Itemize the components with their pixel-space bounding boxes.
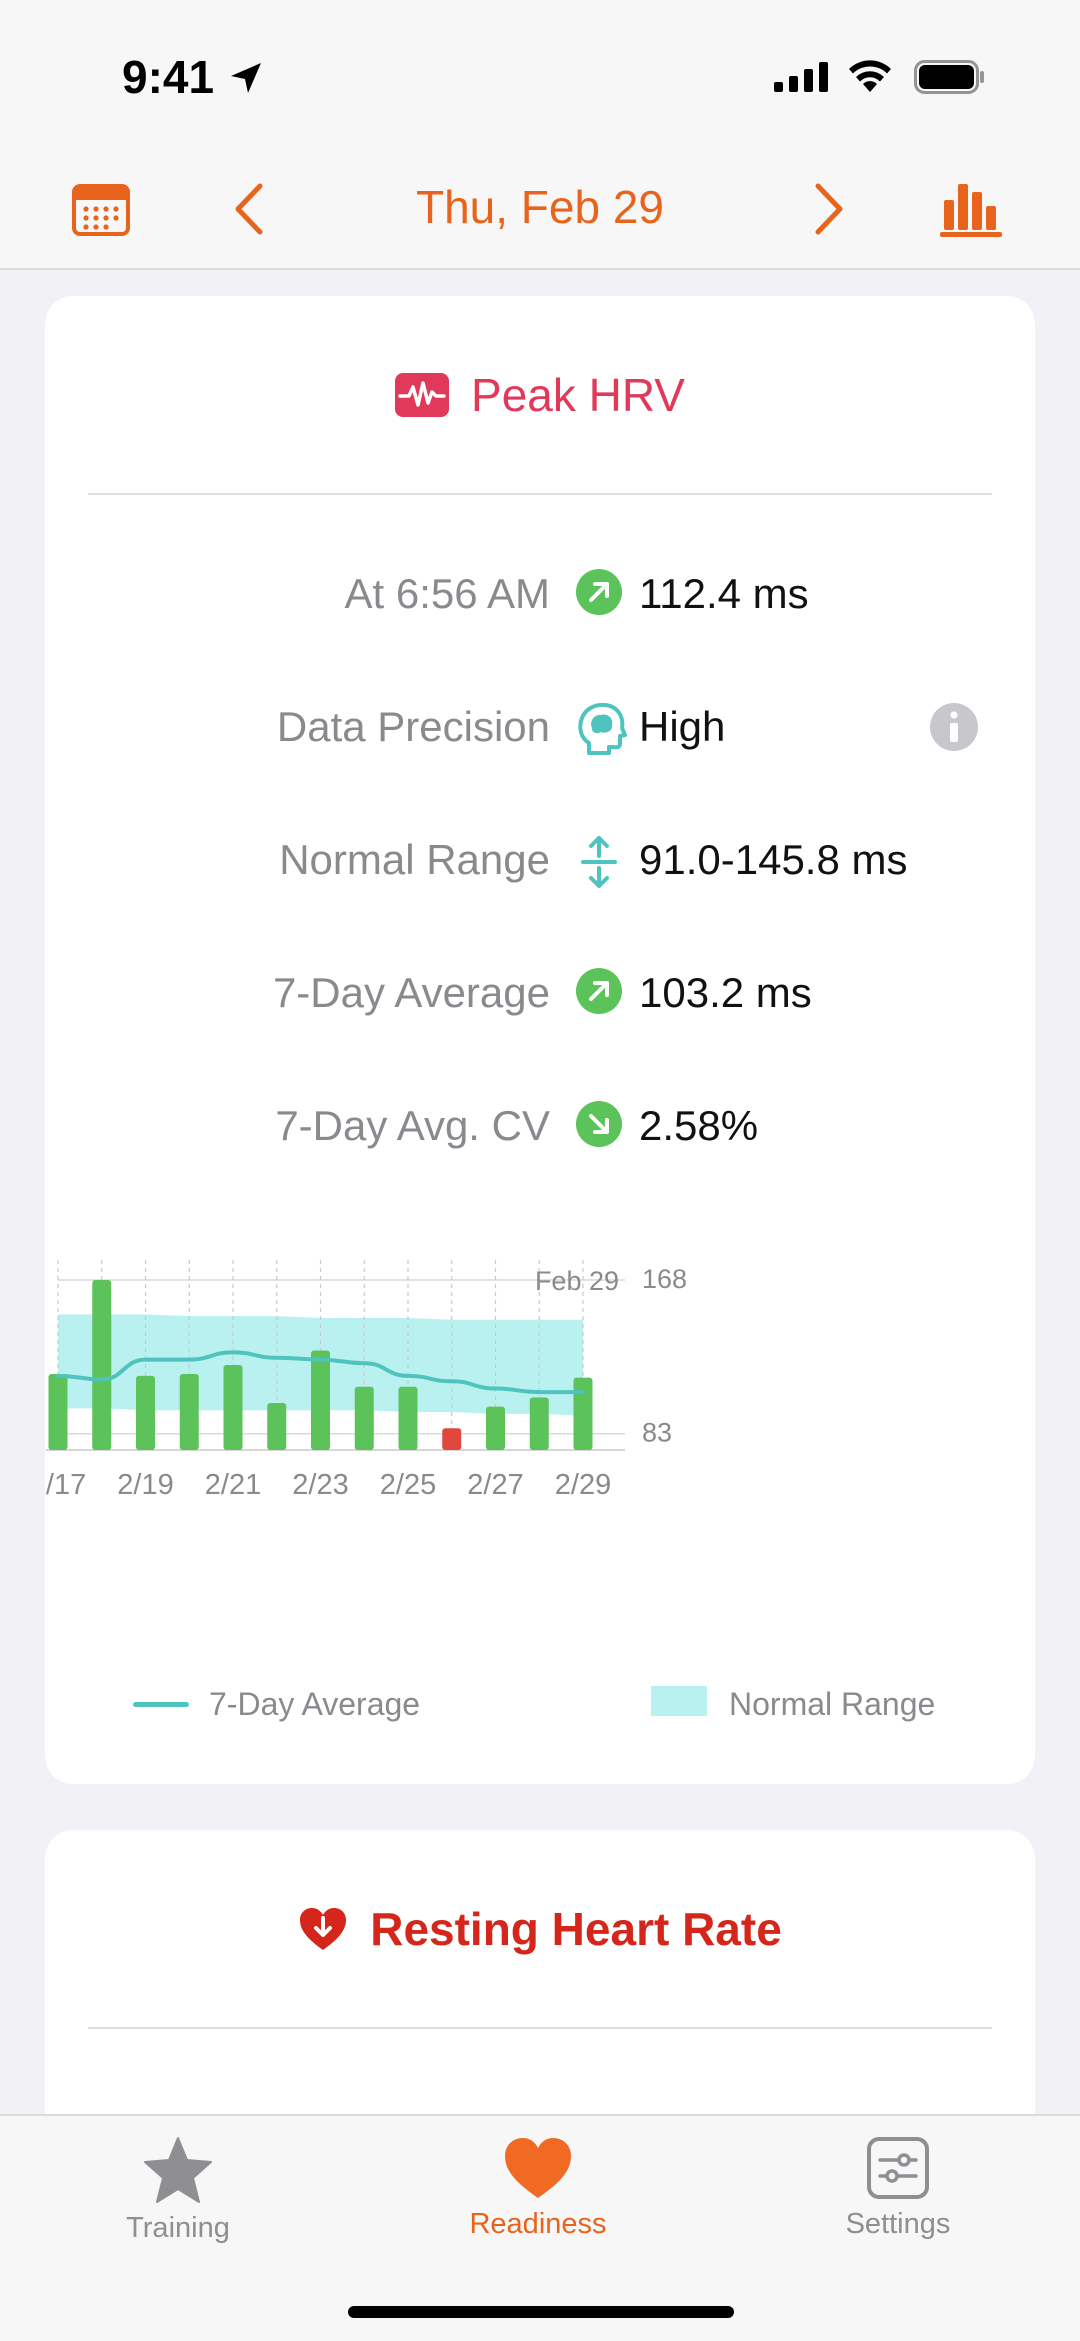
x-tick-label: 2/23 xyxy=(292,1469,348,1501)
metric-value: 112.4 ms xyxy=(639,570,809,617)
bar-chart-icon[interactable] xyxy=(940,178,1004,238)
heart-rate-waveform-icon xyxy=(395,373,450,417)
tab-readiness[interactable]: Readiness xyxy=(418,2130,658,2250)
hrv-bar xyxy=(442,1428,462,1450)
arrow-up-right-icon xyxy=(576,569,622,615)
hrv-bar xyxy=(354,1386,374,1450)
x-tick-label: 2/19 xyxy=(117,1469,173,1501)
peak-hrv-card: Peak HRV At 6:56 AM 112.4 ms Data Precis… xyxy=(45,296,1035,1784)
hrv-bar xyxy=(48,1374,68,1450)
arrow-up-right-icon xyxy=(576,968,622,1014)
next-day-chevron-icon[interactable] xyxy=(808,182,848,236)
previous-day-chevron-icon[interactable] xyxy=(230,182,270,236)
status-time: 9:41 xyxy=(122,51,215,103)
expand-vertical-icon xyxy=(581,836,617,888)
legend-range-label: Normal Range xyxy=(729,1686,936,1722)
hrv-bar xyxy=(92,1280,112,1450)
status-bar: 9:41 xyxy=(0,0,1080,150)
x-tick-label: 2/21 xyxy=(205,1469,261,1501)
metric-row-peak-time: At 6:56 AM 112.4 ms xyxy=(45,556,1035,636)
metric-row-7-day-avg-cv: 7-Day Avg. CV 2.58% xyxy=(45,1088,1035,1168)
x-tick-label: 2/25 xyxy=(380,1469,436,1501)
metric-value: 2.58% xyxy=(639,1102,759,1149)
x-tick-label: 2/29 xyxy=(555,1469,611,1501)
divider xyxy=(88,2027,992,2029)
card-title: Resting Heart Rate xyxy=(370,1903,782,1955)
metric-label: 7-Day Average xyxy=(272,969,550,1016)
hrv-bar xyxy=(529,1397,549,1450)
card-header: Resting Heart Rate xyxy=(45,1830,1035,2028)
heart-down-arrow-icon xyxy=(300,1908,347,1950)
legend-average-label: 7-Day Average xyxy=(209,1686,421,1722)
hrv-bar xyxy=(486,1406,505,1450)
metric-label: Data Precision xyxy=(276,703,550,750)
metric-row-normal-range: Normal Range 91.0-145.8 ms xyxy=(45,822,1035,902)
metric-value: High xyxy=(639,703,726,750)
hrv-bar xyxy=(311,1350,330,1450)
arrow-down-right-icon xyxy=(576,1101,622,1147)
selected-date-label: Feb 29 xyxy=(535,1266,619,1296)
metric-label: Normal Range xyxy=(279,836,550,883)
hrv-bar xyxy=(573,1377,593,1450)
info-icon[interactable] xyxy=(928,701,980,753)
tab-label: Readiness xyxy=(469,2208,607,2240)
hrv-bar xyxy=(223,1365,243,1450)
legend-range-swatch xyxy=(651,1686,707,1716)
home-indicator xyxy=(348,2306,734,2318)
metric-label: 7-Day Avg. CV xyxy=(275,1102,550,1149)
card-header: Peak HRV xyxy=(45,296,1035,494)
tab-label: Training xyxy=(126,2212,230,2244)
y-tick-label: 168 xyxy=(642,1264,687,1294)
location-arrow-icon xyxy=(231,63,261,93)
hrv-bar xyxy=(398,1386,418,1450)
legend-average-swatch xyxy=(133,1702,189,1707)
hrv-bar xyxy=(179,1374,199,1450)
hrv-bar xyxy=(136,1375,155,1450)
divider xyxy=(88,493,992,495)
metric-row-7-day-average: 7-Day Average 103.2 ms xyxy=(45,955,1035,1035)
seven-day-average-line xyxy=(56,1350,585,1395)
cellular-signal-icon xyxy=(774,62,828,92)
sliders-settings-icon xyxy=(867,2137,929,2199)
tab-training[interactable]: Training xyxy=(58,2130,298,2250)
hrv-bar xyxy=(267,1402,287,1450)
star-icon xyxy=(144,2137,212,2203)
calendar-icon[interactable] xyxy=(72,180,130,236)
chart-legend: 7-Day Average Normal Range xyxy=(45,1676,1035,1736)
date-nav-bar: Thu, Feb 29 xyxy=(0,150,1080,270)
metric-value: 91.0-145.8 ms xyxy=(639,836,908,883)
tab-bar: Training Readiness Settings xyxy=(0,2114,1080,2341)
metric-label: At 6:56 AM xyxy=(344,570,550,617)
wifi-icon xyxy=(849,60,891,92)
card-title: Peak HRV xyxy=(471,369,685,421)
battery-icon xyxy=(914,60,984,94)
tab-label: Settings xyxy=(845,2208,951,2240)
tab-settings[interactable]: Settings xyxy=(778,2130,1018,2250)
brain-head-icon xyxy=(578,702,627,755)
x-tick-label: 2/27 xyxy=(467,1469,523,1501)
metric-value: 103.2 ms xyxy=(639,969,812,1016)
selected-date[interactable]: Thu, Feb 29 xyxy=(415,181,665,233)
x-tick-label: 2/17 xyxy=(45,1469,86,1501)
y-tick-label: 83 xyxy=(642,1418,672,1448)
heart-icon xyxy=(505,2138,571,2198)
hrv-chart: 168 83 Feb 29 2/17 2/19 2/21 2/23 2/25 2/27 2/29 xyxy=(45,1260,687,1501)
metric-row-data-precision: Data Precision High xyxy=(45,689,1035,769)
